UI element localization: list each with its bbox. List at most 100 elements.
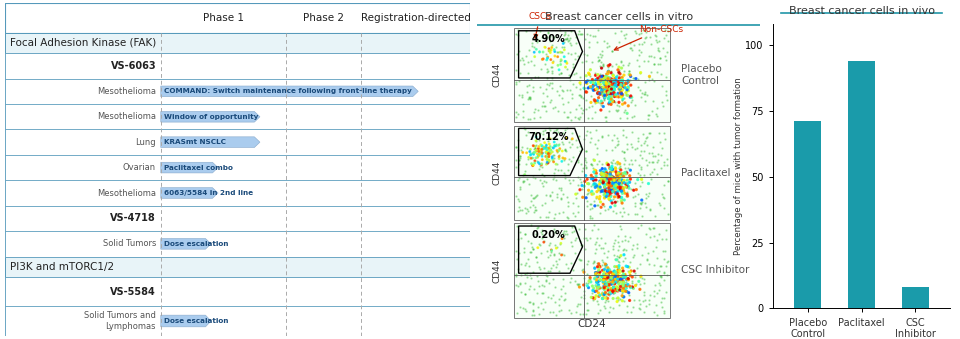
Point — [536, 183, 551, 188]
Point — [611, 273, 626, 278]
Point — [625, 304, 640, 310]
Point — [632, 162, 647, 167]
Point — [606, 284, 621, 290]
Point — [571, 28, 587, 34]
Point — [525, 247, 540, 252]
Point — [625, 115, 640, 120]
Point — [657, 269, 672, 274]
Point — [517, 271, 533, 277]
Point — [615, 288, 631, 294]
Point — [603, 204, 618, 210]
Point — [580, 78, 595, 83]
Point — [614, 171, 630, 177]
Point — [654, 71, 669, 77]
Point — [551, 108, 566, 114]
Point — [517, 54, 533, 59]
Point — [604, 269, 619, 275]
Point — [633, 205, 648, 211]
Point — [605, 167, 620, 172]
Point — [613, 167, 629, 173]
Point — [561, 50, 576, 56]
Point — [633, 302, 648, 307]
Point — [614, 97, 630, 102]
Point — [550, 49, 565, 55]
Point — [632, 201, 647, 206]
Point — [615, 283, 631, 288]
Point — [509, 52, 524, 57]
Point — [615, 272, 631, 277]
Point — [551, 148, 566, 153]
Point — [584, 135, 599, 140]
Point — [565, 154, 581, 160]
Point — [562, 156, 577, 162]
Point — [605, 82, 620, 87]
Point — [534, 34, 549, 39]
Point — [605, 271, 620, 276]
Point — [572, 93, 588, 98]
Point — [651, 231, 666, 237]
Point — [553, 187, 568, 192]
Point — [545, 106, 561, 111]
Point — [568, 106, 584, 112]
Bar — [514, 223, 670, 318]
Point — [611, 82, 626, 87]
Point — [607, 290, 622, 295]
Point — [570, 204, 586, 209]
Point — [583, 84, 598, 89]
Point — [599, 274, 614, 279]
Point — [542, 99, 558, 104]
Point — [613, 181, 629, 186]
Point — [635, 253, 650, 258]
Point — [632, 53, 647, 58]
Point — [510, 196, 525, 202]
Point — [570, 53, 586, 59]
Point — [516, 179, 531, 184]
Point — [590, 264, 606, 270]
Point — [605, 184, 620, 190]
Point — [613, 273, 629, 279]
Point — [618, 93, 634, 98]
Point — [561, 99, 576, 105]
Point — [579, 195, 594, 200]
Point — [523, 249, 539, 255]
Point — [610, 276, 625, 281]
Point — [532, 28, 547, 34]
Point — [529, 291, 544, 296]
Point — [629, 245, 644, 251]
Point — [544, 76, 560, 81]
Point — [605, 158, 620, 163]
Point — [583, 139, 598, 145]
Point — [564, 95, 580, 100]
Point — [540, 145, 556, 151]
Point — [599, 72, 614, 77]
Point — [599, 275, 614, 280]
Point — [611, 141, 626, 146]
Point — [649, 171, 664, 177]
Point — [531, 75, 546, 80]
Point — [595, 176, 611, 182]
Point — [571, 93, 587, 98]
Point — [594, 296, 610, 301]
Point — [605, 77, 620, 83]
Point — [607, 268, 622, 274]
Point — [557, 170, 572, 175]
Point — [606, 290, 621, 296]
Point — [615, 285, 631, 291]
Point — [607, 81, 622, 87]
Point — [602, 90, 617, 96]
Point — [553, 49, 568, 55]
Point — [610, 103, 625, 108]
Point — [602, 293, 617, 298]
Point — [618, 184, 634, 190]
Point — [594, 178, 610, 183]
Point — [601, 68, 616, 74]
Point — [531, 146, 546, 151]
Point — [520, 70, 536, 75]
Point — [518, 210, 534, 215]
Point — [534, 152, 549, 157]
Point — [614, 80, 630, 85]
Point — [568, 34, 584, 40]
Point — [653, 263, 668, 268]
Point — [660, 156, 675, 162]
Point — [532, 214, 547, 219]
